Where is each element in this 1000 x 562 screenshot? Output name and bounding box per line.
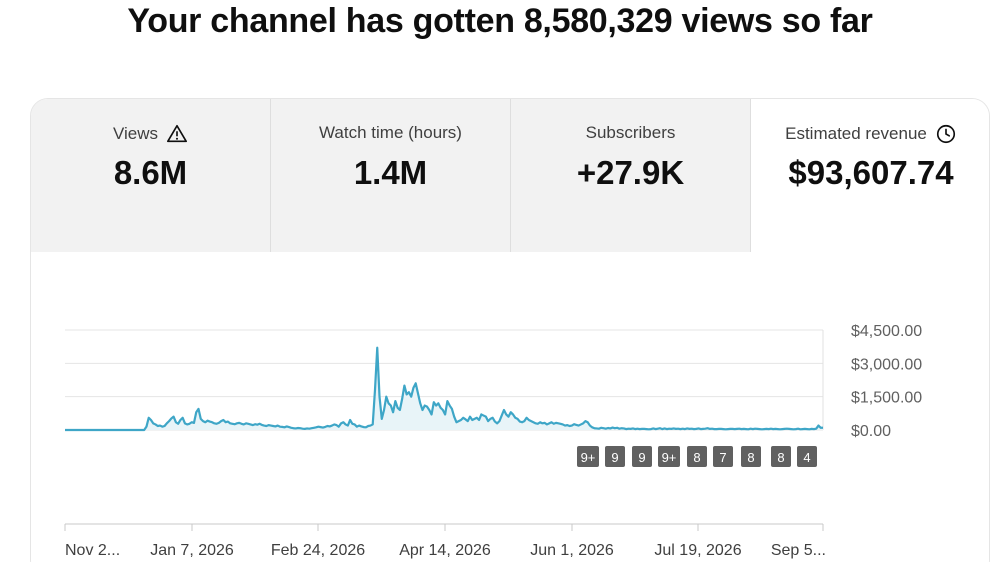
- annotation-badge-label: 8: [777, 450, 784, 465]
- x-tick-label: Sep 5...: [771, 542, 826, 559]
- revenue-chart-svg: $4,500.00 $3,000.00 $1,500.00 $0.00 9+ 9 9 9+ 8 7…: [64, 323, 922, 559]
- annotation-badge[interactable]: [713, 446, 733, 467]
- page-headline: Your channel has gotten 8,580,329 views …: [127, 2, 873, 40]
- annotation-badge-label: 9+: [581, 450, 596, 465]
- y-tick-label: $1,500.00: [851, 390, 922, 407]
- x-tick-label: Apr 14, 2026: [399, 542, 491, 559]
- warning-icon[interactable]: [166, 123, 188, 145]
- x-tick-label: Nov 2...: [65, 542, 120, 559]
- revenue-area-fill: [65, 347, 823, 430]
- revenue-series-line[interactable]: [65, 346, 823, 432]
- annotation-badge[interactable]: [577, 446, 599, 467]
- metric-tab-estimated-revenue[interactable]: Estimated revenue $93,607.74: [751, 99, 989, 252]
- metric-tab-views[interactable]: Views 8.6M: [31, 99, 271, 252]
- metric-label: Estimated revenue: [785, 124, 927, 143]
- analytics-card: Views 8.6M Watch time (hours) 1.4M Subsc…: [30, 98, 990, 562]
- annotation-badge-label: 7: [719, 450, 726, 465]
- metric-value: 8.6M: [113, 154, 188, 191]
- y-tick-label: $3,000.00: [851, 356, 922, 373]
- metric-value: $93,607.74: [788, 154, 954, 191]
- annotation-badge[interactable]: [605, 446, 625, 467]
- annotation-badge-label: 4: [803, 450, 810, 465]
- annotation-badge[interactable]: [687, 446, 707, 467]
- x-tick-label: Jan 7, 2026: [150, 542, 234, 559]
- annotation-badge-label: 9: [638, 450, 645, 465]
- x-tick-label: Jul 19, 2026: [654, 542, 741, 559]
- annotation-badge[interactable]: [797, 446, 817, 467]
- annotation-badge[interactable]: [632, 446, 652, 467]
- annotation-badge-label: 9+: [662, 450, 677, 465]
- metric-tab-subscribers[interactable]: Subscribers +27.9K: [511, 99, 751, 252]
- y-tick-label: $0.00: [851, 423, 891, 440]
- x-tick-label: Jun 1, 2026: [530, 542, 614, 559]
- metric-tab-watch-time[interactable]: Watch time (hours) 1.4M: [271, 99, 511, 252]
- annotation-badge[interactable]: [741, 446, 761, 467]
- metric-label: Watch time (hours): [319, 123, 462, 142]
- annotation-badge-label: 8: [693, 450, 700, 465]
- metric-tabs: Views 8.6M Watch time (hours) 1.4M Subsc…: [31, 99, 989, 252]
- x-tick-label: Feb 24, 2026: [271, 542, 365, 559]
- y-tick-label: $4,500.00: [851, 323, 922, 340]
- clock-icon[interactable]: [935, 123, 957, 145]
- annotation-badge-label: 8: [747, 450, 754, 465]
- metric-value: 1.4M: [353, 154, 428, 191]
- revenue-chart: $4,500.00 $3,000.00 $1,500.00 $0.00 9+ 9 9 9+ 8 7…: [31, 252, 989, 562]
- metric-label: Subscribers: [585, 123, 676, 142]
- annotation-badge[interactable]: [658, 446, 680, 467]
- annotation-badge[interactable]: [771, 446, 791, 467]
- annotation-badge-label: 9: [611, 450, 618, 465]
- metric-label: Views: [112, 124, 159, 143]
- metric-value: +27.9K: [576, 154, 685, 191]
